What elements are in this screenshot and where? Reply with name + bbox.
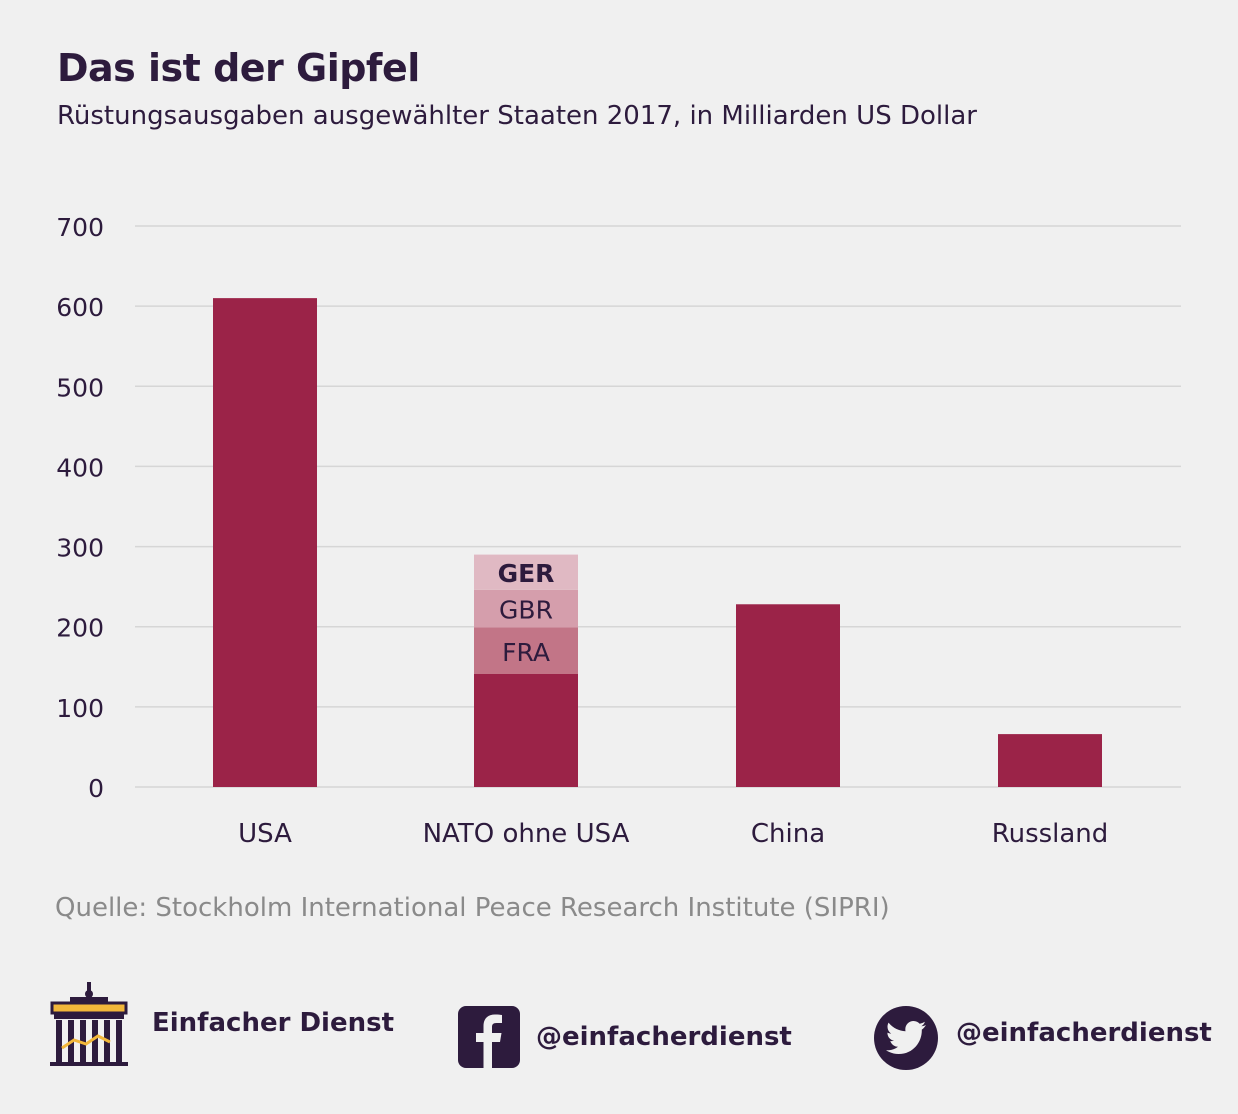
segment-label-fra: FRA [502, 638, 550, 667]
y-tick-label: 400 [56, 453, 104, 482]
segment-label-ger: GER [498, 559, 555, 588]
bar-nato-base [474, 673, 578, 787]
bar-chart: 0 100 200 300 400 500 600 700 USA FRA GBR GER NATO o… [56, 213, 1181, 849]
x-category-label: NATO ohne USA [423, 819, 630, 849]
facebook-handle: @einfacherdienst [536, 1022, 792, 1052]
chart-subtitle: Rüstungsausgaben ausgewählter Staaten 20… [57, 101, 977, 131]
bar-china [736, 604, 840, 787]
y-tick-label: 100 [56, 694, 104, 723]
brand-label: Einfacher Dienst [152, 1008, 395, 1038]
x-category-label: Russland [992, 819, 1109, 849]
y-tick-label: 600 [56, 293, 104, 322]
y-tick-label: 200 [56, 614, 104, 643]
y-tick-label: 700 [56, 213, 104, 242]
y-tick-label: 300 [56, 534, 104, 563]
chart-title: Das ist der Gipfel [57, 46, 420, 90]
bar-russland [998, 734, 1102, 787]
bar-segment-gbr [474, 589, 578, 628]
x-category-label: China [751, 819, 825, 849]
twitter-icon [874, 1006, 938, 1070]
facebook-icon [458, 1006, 520, 1068]
bar-usa [213, 298, 317, 787]
bar-segment-ger [474, 554, 578, 590]
bar-segment-fra [474, 627, 578, 674]
twitter-handle: @einfacherdienst [956, 1018, 1212, 1048]
y-tick-label: 500 [56, 373, 104, 402]
segment-label-gbr: GBR [499, 596, 553, 625]
source-note: Quelle: Stockholm International Peace Re… [55, 893, 890, 923]
y-tick-label: 0 [88, 774, 104, 803]
brandenburg-gate-icon [50, 982, 128, 1066]
facebook-link[interactable]: @einfacherdienst [458, 1006, 792, 1068]
footer-brand[interactable]: Einfacher Dienst [50, 980, 394, 1066]
x-category-label: USA [238, 819, 292, 849]
twitter-link[interactable]: @einfacherdienst [874, 1006, 1212, 1070]
